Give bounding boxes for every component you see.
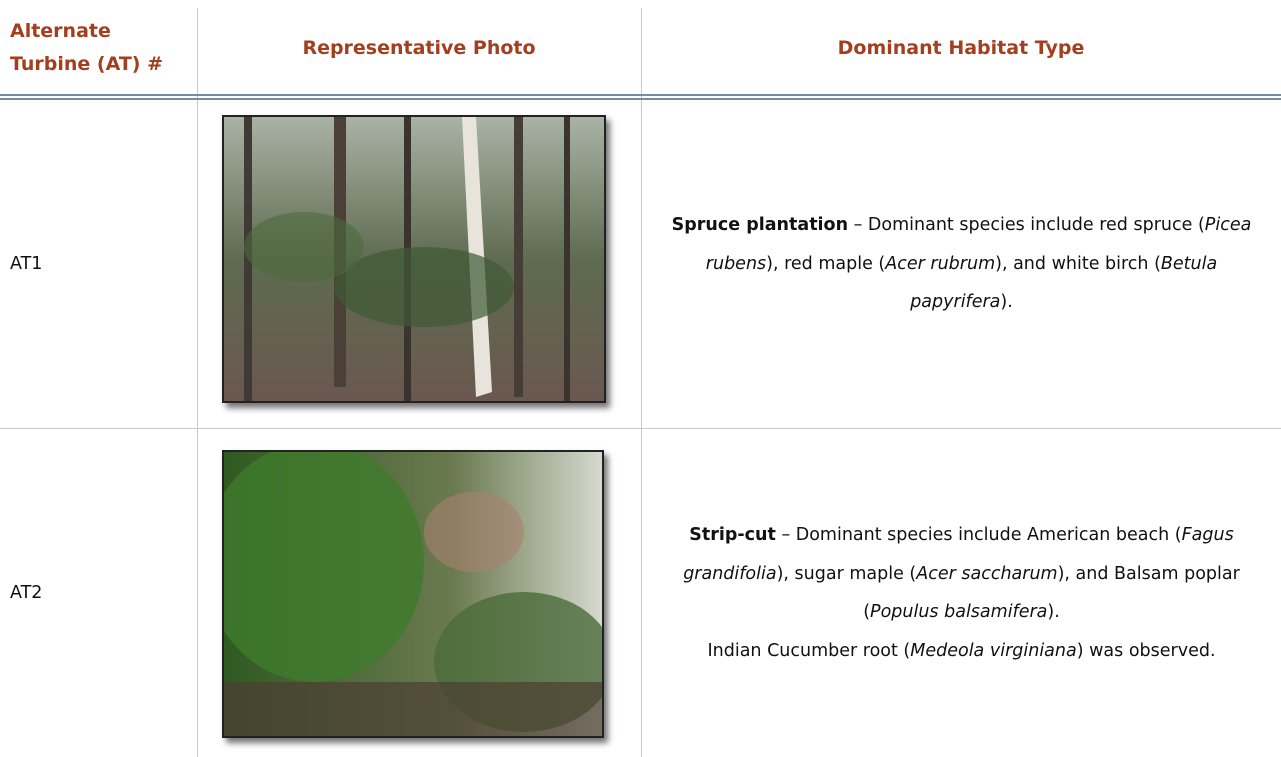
text-run: ). [1047,602,1060,622]
habitat-description: Strip-cut – Dominant species include Ame… [642,429,1281,757]
italic-run: Fagus grandifolia [683,525,1234,584]
column-header: Representative Photo [302,36,536,59]
turbine-id: AT1 [10,254,43,274]
text-run: – Dominant species include American beac… [775,525,1182,545]
column-divider [197,8,198,757]
italic-run: Medeola virginiana [910,640,1077,661]
photo [222,115,606,403]
habitat-description: Spruce plantation – Dominant species inc… [642,100,1281,428]
text-run: – Dominant species include red spruce ( [848,215,1205,236]
photo [222,450,604,738]
paragraph: Strip-cut – Dominant species include Ame… [642,516,1281,632]
bold-run: Spruce plantation [671,215,849,236]
bold-run: Strip-cut [689,525,776,545]
text-run: ), red maple ( [766,253,886,274]
italic-run: Acer rubrum [885,253,996,274]
row-divider [0,428,1281,429]
paragraph: Indian Cucumber root (Medeola virginiana… [642,632,1281,671]
column-header: Dominant Habitat Type [837,36,1085,59]
text-run: ), sugar maple ( [776,563,917,584]
text-run: Indian Cucumber root ( [707,640,911,661]
turbine-id: AT2 [10,583,43,603]
text-run: ). [1000,292,1013,313]
header-rule [0,94,1281,96]
text-run: ) was observed. [1076,640,1216,661]
text-run: ), and white birch ( [995,253,1161,274]
column-header: Alternate Turbine (AT) # [10,20,164,75]
italic-run: Populus balsamifera [870,602,1048,622]
italic-run: Acer saccharum [916,563,1058,584]
paragraph: Spruce plantation – Dominant species inc… [642,206,1281,322]
italic-run: Picea rubens [705,215,1252,274]
italic-run: Betula papyrifera [910,253,1218,313]
text-run: ), and Balsam poplar ( [863,563,1240,623]
column-divider [641,8,642,757]
header-rule [0,98,1281,100]
